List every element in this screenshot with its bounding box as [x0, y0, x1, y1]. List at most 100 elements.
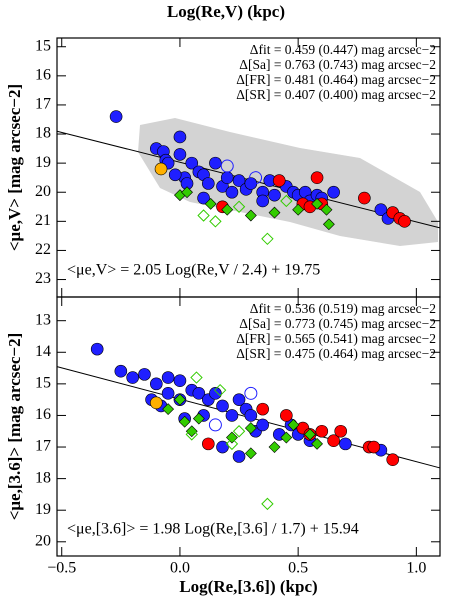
point — [114, 364, 128, 378]
y-axis-label: <μe,[3.6]> [mag arcsec−2] — [5, 333, 24, 521]
point — [174, 393, 186, 406]
x-tick-label: −0.5 — [47, 560, 76, 577]
point — [386, 453, 400, 466]
annotation: Δ[FR] = 0.565 (0.541) mag arcsec−2 — [236, 331, 436, 346]
point — [185, 428, 198, 441]
y-tick-label: 15 — [35, 375, 51, 392]
annotation: Δ[SR] = 0.407 (0.400) mag arcsec−2 — [236, 87, 436, 102]
y-axis-label: <μe,V> [mag arcsec−2] — [5, 84, 24, 251]
point — [161, 371, 175, 384]
point — [310, 171, 324, 184]
point — [209, 215, 222, 228]
point — [162, 403, 175, 416]
point — [173, 130, 187, 144]
point — [249, 171, 263, 185]
point — [202, 177, 215, 190]
x-tick-label: 1.0 — [406, 560, 426, 577]
point — [256, 194, 269, 208]
point — [280, 409, 293, 422]
y-tick-label: 19 — [35, 501, 51, 518]
point — [168, 168, 182, 182]
point — [322, 218, 335, 231]
y-tick-label: 20 — [35, 183, 51, 200]
point — [232, 200, 246, 213]
point — [398, 215, 411, 228]
point — [216, 399, 229, 413]
y-tick-label: 22 — [35, 241, 51, 258]
point — [185, 425, 198, 438]
y-tick-label: 13 — [35, 311, 51, 328]
point — [244, 209, 257, 222]
point — [374, 203, 388, 216]
point — [268, 441, 281, 453]
y-tick-label: 16 — [35, 406, 51, 423]
point — [202, 437, 215, 451]
y-tick-label: 21 — [35, 212, 51, 229]
point — [232, 450, 246, 463]
point — [213, 383, 227, 397]
y-tick-label: 19 — [35, 154, 51, 171]
point — [181, 186, 193, 199]
point — [232, 425, 246, 438]
y-tick-label: 16 — [35, 67, 51, 84]
point — [204, 197, 217, 210]
point — [261, 497, 274, 511]
point — [244, 422, 257, 435]
point — [256, 418, 269, 432]
annotation: Δ[SR] = 0.475 (0.464) mag arcsec−2 — [236, 346, 436, 361]
fit-equation: <μe,[3.6]> = 1.98 Log(Re,[3.6] / 1.7) + … — [67, 521, 359, 538]
y-tick-label: 17 — [35, 96, 51, 113]
point — [149, 396, 163, 410]
point — [280, 431, 293, 444]
y-tick-label: 18 — [35, 125, 51, 142]
point — [109, 110, 123, 123]
point — [178, 415, 191, 428]
point — [304, 428, 316, 441]
y-tick-label: 15 — [35, 37, 51, 54]
point — [244, 386, 258, 400]
annotation: Δ[Sa] = 0.773 (0.745) mag arcsec−2 — [239, 316, 436, 331]
point — [268, 188, 281, 202]
point — [209, 387, 222, 400]
point — [149, 377, 163, 391]
figure-title: Log(Re,V) (kpc) — [167, 2, 285, 21]
y-tick-label: 18 — [35, 469, 51, 486]
point — [311, 197, 323, 210]
point — [225, 185, 239, 199]
y-tick-label: 17 — [35, 438, 51, 455]
point — [161, 387, 175, 400]
point — [367, 440, 381, 454]
point — [268, 206, 281, 219]
point — [192, 412, 205, 425]
point — [244, 447, 257, 460]
x-tick-label: 0.5 — [288, 560, 308, 577]
y-tick-label: 14 — [35, 343, 51, 360]
point — [358, 191, 371, 205]
point — [280, 194, 293, 208]
fit-equation: <μe,V> = 2.05 Log(Re,V / 2.4) + 19.75 — [67, 262, 320, 279]
point — [327, 434, 340, 448]
point — [272, 174, 286, 187]
point — [311, 437, 323, 450]
point — [192, 387, 206, 400]
point — [126, 371, 139, 384]
y-tick-label: 23 — [35, 270, 51, 287]
point — [315, 424, 329, 438]
point — [220, 171, 234, 184]
point — [334, 424, 348, 438]
x-tick-label: 0.0 — [170, 560, 190, 577]
y-tick-label: 20 — [35, 532, 51, 549]
point — [221, 203, 234, 216]
point — [339, 437, 352, 451]
point — [320, 203, 333, 216]
point — [225, 409, 239, 422]
point — [327, 185, 340, 199]
point — [90, 342, 104, 356]
point — [292, 203, 305, 216]
point — [209, 156, 222, 170]
point — [185, 156, 199, 170]
annotation: Δ[FR] = 0.481 (0.464) mag arcsec−2 — [236, 72, 436, 87]
point — [287, 418, 300, 431]
